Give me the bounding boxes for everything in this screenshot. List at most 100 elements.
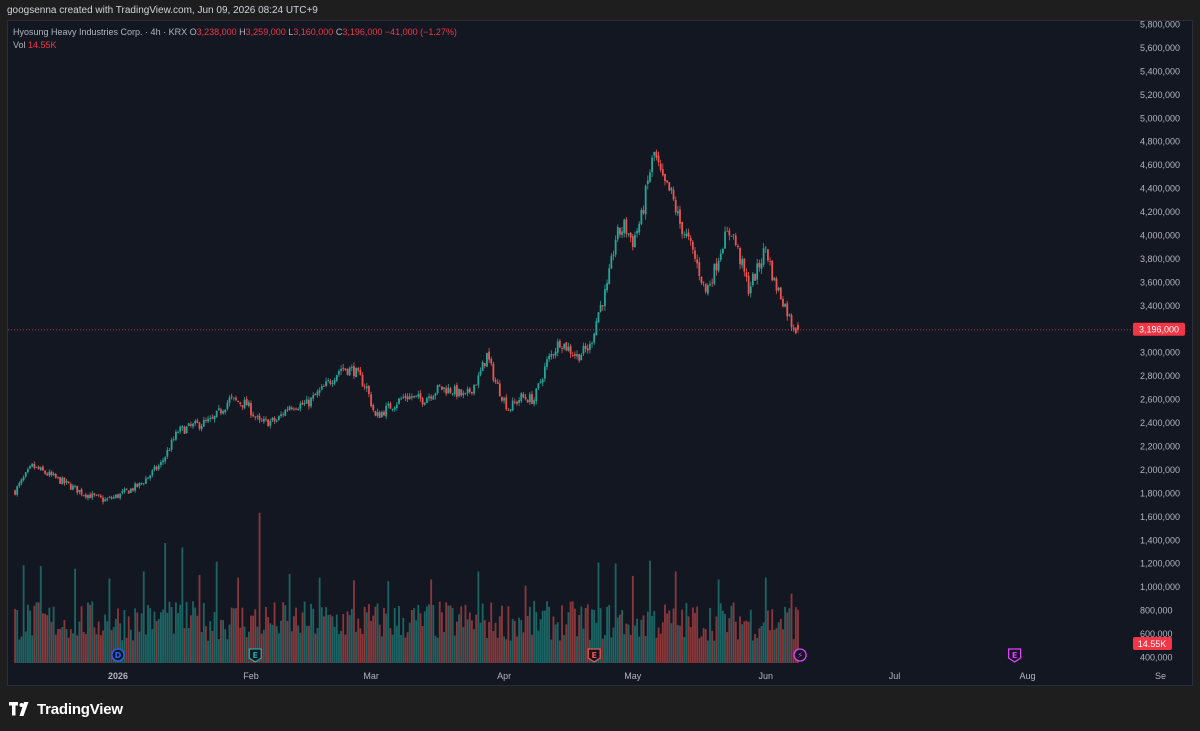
volume-bar [709,608,711,663]
screenshot-caption-bar: googsenna created with TradingView.com, … [0,0,1200,20]
candle-body [284,409,287,416]
volume-bar [269,623,272,663]
candle-body [106,498,109,501]
volume-bar [335,614,338,663]
volume-bar [202,603,205,663]
volume-bar [543,610,546,663]
candle-body [582,345,585,354]
candle-body [498,383,501,397]
candle-body [391,408,394,410]
volume-bar [378,624,381,663]
volume-bar [308,625,310,663]
candle-body [168,450,171,452]
volume-bar [423,611,426,663]
volume-bar [522,632,525,663]
y-tick-label: 1,800,000 [1140,488,1180,498]
candle-body [329,380,332,384]
candle-body [595,321,598,336]
volume-bar [410,609,413,663]
candle-body [132,488,134,491]
volume-bar [501,605,503,663]
volume-bar [245,637,248,663]
volume-bar [486,638,488,663]
volume-bar [37,602,40,663]
volume-bar [305,625,308,663]
volume-bar [97,621,100,663]
candle-body [52,473,55,476]
volume-bar [634,625,636,663]
volume-bar [717,579,720,663]
volume-bar [273,602,276,663]
volume-bar [694,612,696,663]
volume-bar [95,634,98,663]
candle-body [419,393,422,399]
candle-body [619,227,621,235]
volume-bar [496,637,499,663]
volume-bar [782,629,784,663]
volume-bar [190,615,192,663]
volume-bar [612,627,615,663]
volume-bar [724,613,726,663]
volume-bar [561,605,563,663]
volume-bar [741,624,744,663]
candle-body [696,259,699,264]
candle-body [509,409,512,411]
volume-bar [164,543,167,663]
volume-bar [503,636,505,663]
candle-body [29,466,31,469]
volume-bar [773,629,776,663]
candle-body [636,230,638,234]
candle-body [724,231,726,249]
candle-body [395,404,398,409]
volume-bar [237,577,240,663]
candle-body [389,403,392,409]
candle-body [537,383,540,389]
candle-body [69,484,72,490]
symbol-name[interactable]: Hyosung Heavy Industries Corp. · 4h · KR… [13,27,188,37]
volume-bar [217,639,220,663]
volume-bar [78,621,81,663]
candle-body [258,415,261,420]
candle-body [610,255,613,269]
candle-body [125,488,128,490]
volume-bar [91,601,94,663]
chart-frame[interactable] [7,20,1193,686]
candle-body [664,174,666,182]
candle-body [612,254,615,256]
volume-bar [775,628,778,663]
candle-body [387,403,390,406]
volume-bar [584,608,587,663]
candle-body [734,235,737,245]
last-volume-tag [1133,637,1172,650]
candle-body [383,411,385,416]
candle-body [423,402,426,405]
candle-body [346,368,349,375]
symbol-row[interactable]: Hyosung Heavy Industries Corp. · 4h · KR… [13,26,457,39]
candle-body [524,396,527,400]
candle-body [320,386,323,390]
candle-body [589,343,591,350]
volume-bar [646,611,649,663]
tradingview-brand[interactable]: TradingView [9,700,123,718]
volume-bar [400,634,403,663]
candle-body [44,470,46,474]
volume-bar [747,621,750,663]
volume-bar [672,608,675,663]
volume-bar [432,605,435,663]
candle-body [528,394,531,403]
volume-bar [629,634,632,663]
volume-bar [387,581,390,663]
candle-body [363,386,366,388]
candle-body [732,234,735,236]
volume-bar [567,612,570,663]
earnings-event-icon [587,648,601,663]
volume-bar [582,628,585,663]
volume-bar [192,601,194,663]
candle-body [74,485,76,487]
volume-bar [580,606,583,663]
candle-body [698,262,701,276]
volume-bar [473,629,475,663]
candle-body [344,368,347,370]
volume-row[interactable]: Vol 14.55K [13,39,457,52]
